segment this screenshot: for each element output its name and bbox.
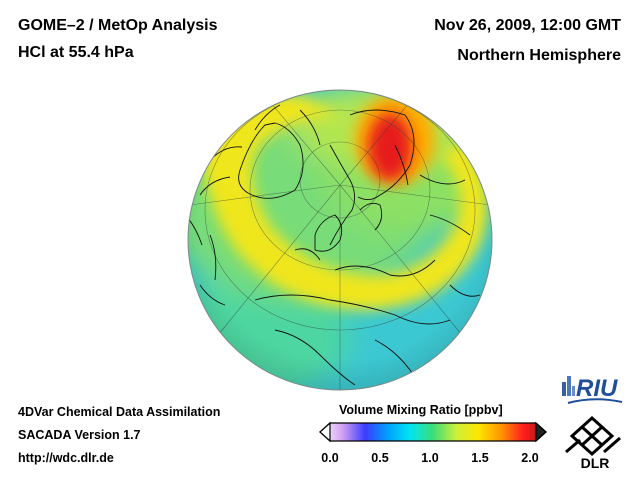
colorbar-tick-2: 1.0 xyxy=(421,451,439,465)
globe-map xyxy=(187,89,493,391)
datetime-label: Nov 26, 2009, 12:00 GMT xyxy=(434,17,621,34)
footer-method: 4DVar Chemical Data Assimilation xyxy=(18,405,221,419)
colorbar-tick-0: 0.0 xyxy=(321,451,339,465)
riu-logo-text: RIU xyxy=(576,375,618,402)
map-subtitle: HCl at 55.4 hPa xyxy=(18,44,134,61)
colorbar-low-arrow xyxy=(319,421,331,443)
colorbar-tick-1: 0.5 xyxy=(371,451,389,465)
footer-version: SACADA Version 1.7 xyxy=(18,428,141,442)
map-title: GOME–2 / MetOp Analysis xyxy=(18,17,218,34)
colorbar-gradient xyxy=(319,422,547,442)
colorbar-tick-3: 1.5 xyxy=(471,451,489,465)
colorbar xyxy=(319,421,547,443)
dlr-logo-text: DLR xyxy=(581,455,610,470)
riu-logo: RIU xyxy=(562,375,623,404)
region-label: Northern Hemisphere xyxy=(457,47,621,64)
dlr-logo: DLR xyxy=(565,415,621,470)
colorbar-label: Volume Mixing Ratio [ppbv] xyxy=(339,403,503,417)
globe-outline xyxy=(187,89,493,391)
footer-url: http://wdc.dlr.de xyxy=(18,451,114,465)
colorbar-high-arrow xyxy=(535,421,547,443)
colorbar-tick-4: 2.0 xyxy=(521,451,539,465)
